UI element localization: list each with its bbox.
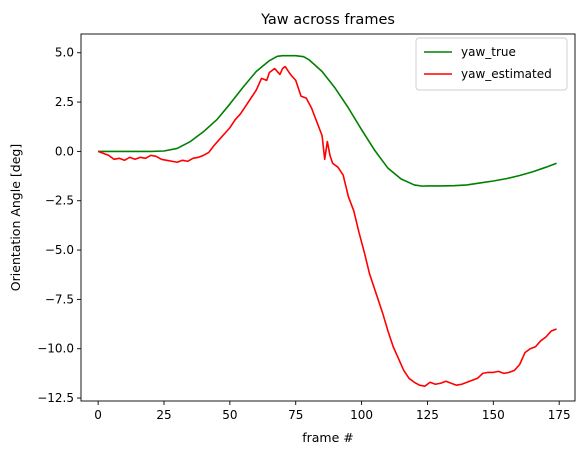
y-tick-label: 5.0 bbox=[55, 46, 74, 60]
legend-box bbox=[415, 37, 568, 91]
y-tick-label: −7.5 bbox=[45, 292, 74, 306]
y-axis-label: Orientation Angle [deg] bbox=[8, 144, 23, 291]
x-tick-label: 0 bbox=[94, 408, 102, 422]
x-axis-label: frame # bbox=[302, 430, 354, 445]
x-tick-label: 175 bbox=[548, 408, 571, 422]
x-tick-label: 150 bbox=[482, 408, 505, 422]
series-layer bbox=[97, 54, 557, 387]
x-tick-label: 50 bbox=[222, 408, 237, 422]
y-tick-label: −12.5 bbox=[37, 391, 74, 405]
x-tick-label: 125 bbox=[416, 408, 439, 422]
plot-frame bbox=[80, 33, 576, 402]
x-tick-label: 25 bbox=[156, 408, 171, 422]
y-tick-label: −5.0 bbox=[45, 243, 74, 257]
legend-label: yaw_estimated bbox=[461, 67, 552, 81]
y-tick-label: −10.0 bbox=[37, 342, 74, 356]
y-tick-label: 2.5 bbox=[55, 95, 74, 109]
legend: yaw_true yaw_estimated bbox=[415, 37, 568, 91]
series-line-yaw-estimated bbox=[97, 65, 557, 387]
y-axis: −12.5 −10.0 −7.5 −5.0 −2.5 0.0 2.5 5.0 bbox=[37, 46, 81, 405]
y-tick-label: −2.5 bbox=[45, 194, 74, 208]
legend-label: yaw_true bbox=[461, 45, 516, 59]
x-tick-label: 75 bbox=[288, 408, 303, 422]
y-tick-label: 0.0 bbox=[55, 144, 74, 158]
x-axis: 0 25 50 75 100 125 150 175 bbox=[94, 401, 571, 422]
chart-title: Yaw across frames bbox=[260, 12, 395, 28]
series-line-yaw-true bbox=[98, 54, 557, 187]
x-tick-label: 100 bbox=[350, 408, 373, 422]
